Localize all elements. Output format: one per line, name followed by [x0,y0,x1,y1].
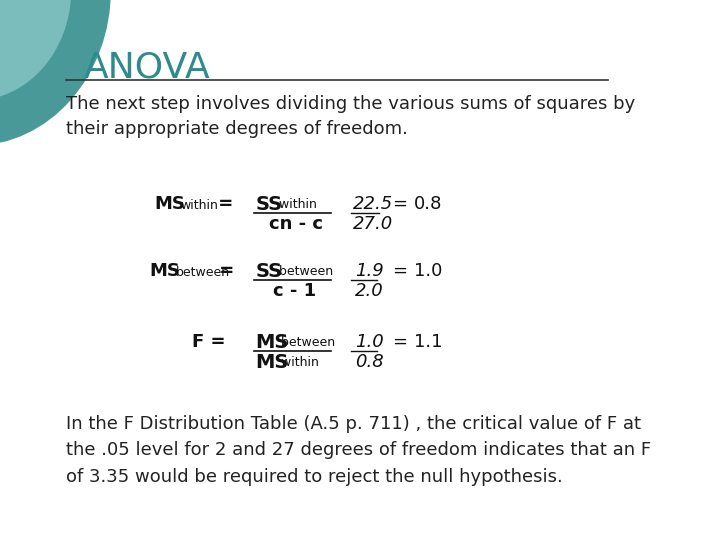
Circle shape [0,0,110,145]
Text: =: = [212,195,233,213]
Text: c - 1: c - 1 [274,282,316,300]
Text: =: = [213,262,235,280]
Text: ANOVA: ANOVA [84,50,210,84]
Text: In the F Distribution Table (A.5 p. 711) , the critical value of F at
the .05 le: In the F Distribution Table (A.5 p. 711)… [66,415,652,486]
Text: cn - c: cn - c [269,215,323,233]
Text: within: within [275,198,317,211]
Circle shape [0,0,71,100]
Text: =: = [392,195,408,213]
Text: within: within [276,356,319,369]
Text: 0.8: 0.8 [355,353,384,371]
Text: =: = [392,333,408,351]
Text: SS: SS [256,195,283,214]
Text: MS: MS [256,333,289,352]
Text: MS: MS [150,262,181,280]
Text: 1.1: 1.1 [414,333,443,351]
Text: 0.8: 0.8 [414,195,443,213]
Text: =: = [392,262,408,280]
Text: 1.0: 1.0 [414,262,443,280]
Text: 27.0: 27.0 [353,215,393,233]
Text: SS: SS [256,262,283,281]
Text: 1.9: 1.9 [355,262,384,280]
Text: The next step involves dividing the various sums of squares by
their appropriate: The next step involves dividing the vari… [66,95,635,138]
Text: F =: F = [192,333,225,351]
Text: MS: MS [256,353,289,372]
Text: between: between [275,265,333,278]
Text: within: within [181,199,219,212]
Text: between: between [176,266,230,279]
Text: 22.5: 22.5 [353,195,393,213]
Text: MS: MS [154,195,185,213]
Text: between: between [276,336,335,349]
Text: 1.0: 1.0 [355,333,384,351]
Text: 2.0: 2.0 [355,282,384,300]
